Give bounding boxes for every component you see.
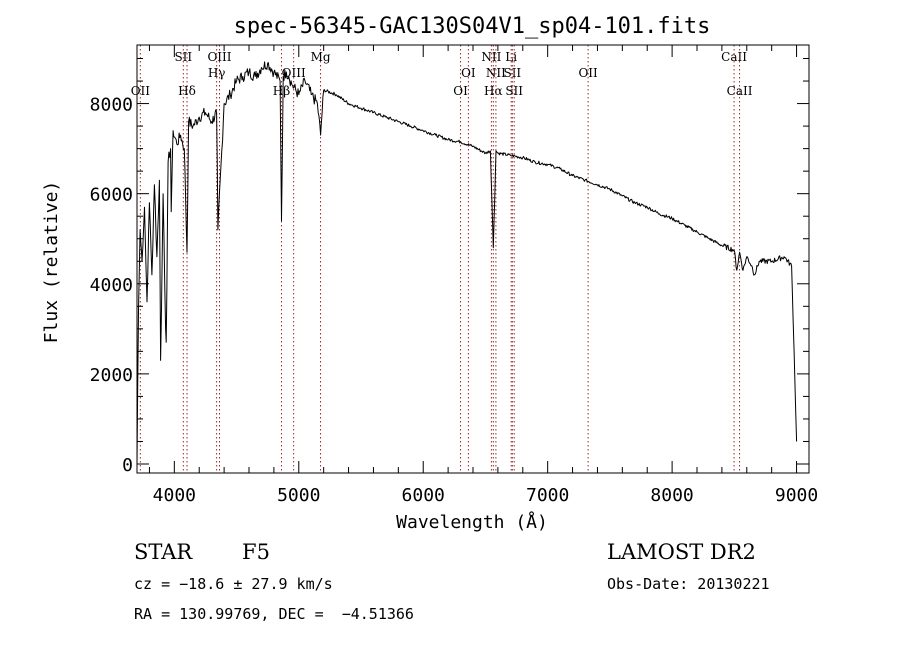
survey-name: LAMOST DR2 [607,540,756,564]
plot-frame [136,44,810,474]
line-label-17: CaII [721,50,747,64]
x-tick-label-3: 7000 [526,485,569,506]
y-tick-label-2: 4000 [90,275,133,296]
y-tick-label-0: 0 [122,455,133,476]
redshift-readout: cz = −18.6 ± 27.9 km/s [134,575,333,593]
emission-line-markers: OII SII Hδ OIII Hγ Hβ OIII Mg OI OI NII Hα NII Li SII S… [131,45,753,473]
line-label-10: NII [481,50,501,64]
line-label-18: CaII [727,84,753,98]
spectrum-line [136,61,798,465]
y-tick-label-4: 8000 [90,95,133,116]
line-label-11: Hα [484,84,503,98]
y-tick-label-1: 2000 [90,365,133,386]
line-label-12: NII [486,66,506,80]
line-label-13: Li [505,50,517,64]
line-label-2: Hδ [178,84,196,98]
object-class: STAR [134,540,193,564]
line-label-9: OI [461,66,476,80]
line-label-4: Hγ [208,66,226,80]
x-tick-label-2: 6000 [402,485,445,506]
line-label-1: SII [174,50,192,64]
line-label-6: OIII [282,66,306,80]
axes: 4000 5000 6000 7000 8000 9000 0 2000 4000 6000 800… [90,45,818,506]
line-label-3: OIII [207,50,231,64]
x-tick-label-0: 4000 [153,485,196,506]
line-label-15: SII [505,84,523,98]
line-label-16: OII [578,66,598,80]
object-subclass: F5 [242,540,270,564]
y-tick-label-3: 6000 [90,185,133,206]
x-tick-label-1: 5000 [277,485,320,506]
line-label-0: OII [131,84,151,98]
line-label-7: Mg [311,50,331,64]
y-axis-label: Flux (relative) [41,181,62,344]
line-label-8: OI [453,84,468,98]
observation-date: Obs-Date: 20130221 [607,575,770,593]
x-axis-label: Wavelength (Å) [396,511,548,533]
line-label-14: SII [503,66,521,80]
coordinates-readout: RA = 130.99769, DEC = −4.51366 [134,605,414,623]
line-label-5: Hβ [273,84,290,98]
chart-title: spec-56345-GAC130S04V1_sp04-101.fits [234,14,711,39]
x-tick-label-4: 8000 [650,485,693,506]
spectrum-layer [136,61,798,465]
x-tick-label-5: 9000 [775,485,818,506]
